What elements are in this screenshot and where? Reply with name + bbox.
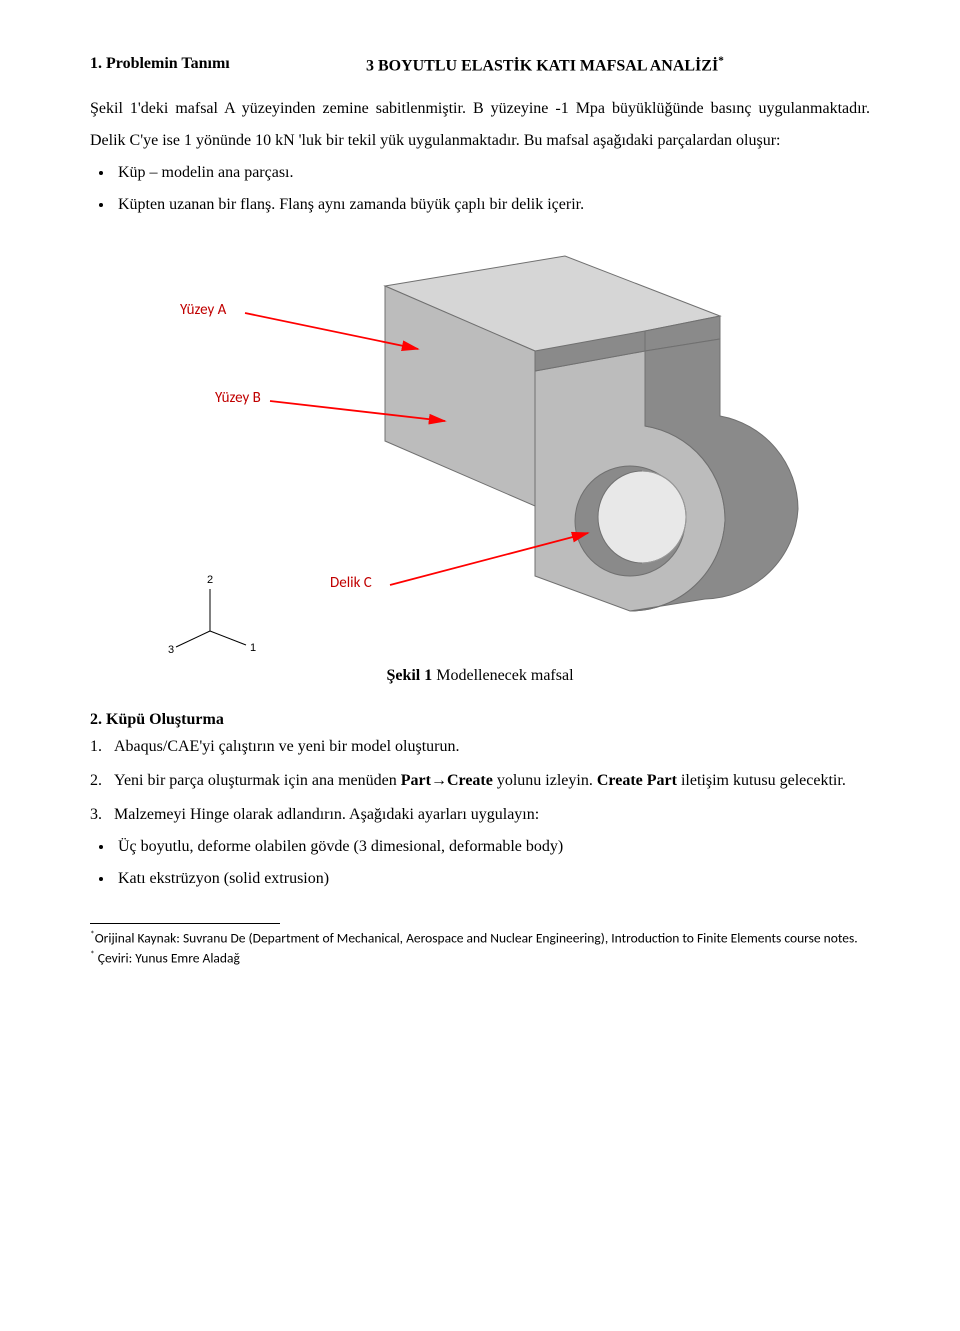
step-3: 3. Malzemeyi Hinge olarak adlandırın. Aş…: [90, 799, 870, 831]
step-1: 1. Abaqus/CAE'yi çalıştırın ve yeni bir …: [90, 731, 870, 763]
bullet-list-2: Üç boyutlu, deforme olabilen gövde (3 di…: [114, 831, 870, 895]
triad-label-2: 2: [207, 574, 213, 586]
step-1-text: Abaqus/CAE'yi çalıştırın ve yeni bir mod…: [114, 738, 460, 755]
title-sup: *: [718, 55, 724, 67]
figure-1-caption-rest: Modellenecek mafsal: [432, 667, 573, 684]
footnote-separator: [90, 923, 280, 924]
list-item: Küpten uzanan bir flanş. Flanş aynı zama…: [114, 189, 870, 221]
label-delik-c: Delik C: [330, 574, 372, 592]
step-1-prefix: 1.: [90, 738, 102, 755]
label-yuzey-b: Yüzey B: [215, 389, 261, 407]
step-3-prefix: 3.: [90, 806, 102, 823]
page-title: 3 BOYUTLU ELASTİK KATI MAFSAL ANALİZİ*: [220, 55, 870, 75]
page: 1. Problemin Tanımı 3 BOYUTLU ELASTİK KA…: [0, 0, 960, 1331]
label-yuzey-a: Yüzey A: [180, 301, 226, 319]
hinge-solid: [385, 256, 798, 611]
section2-heading: 2. Küpü Oluşturma: [90, 711, 870, 729]
footnote-2: * Çeviri: Yunus Emre Aladağ: [90, 948, 870, 968]
step-2-prefix: 2.: [90, 772, 102, 789]
list-item: Katı ekstrüzyon (solid extrusion): [114, 863, 870, 895]
figure-1-caption-prefix: Şekil 1: [386, 667, 432, 684]
bullet-list-1: Küp – modelin ana parçası. Küpten uzanan…: [114, 157, 870, 221]
title-row: 1. Problemin Tanımı 3 BOYUTLU ELASTİK KA…: [90, 55, 870, 75]
triad-label-3: 3: [168, 644, 174, 656]
figure-1-caption: Şekil 1 Modellenecek mafsal: [90, 667, 870, 685]
step-2-text: Yeni bir parça oluşturmak için ana menüd…: [114, 772, 846, 789]
footnote-1: *Orijinal Kaynak: Suvranu De (Department…: [90, 928, 870, 948]
triad-label-1: 1: [250, 642, 256, 654]
step-2: 2. Yeni bir parça oluşturmak için ana me…: [90, 765, 870, 797]
paragraph-1: Şekil 1'deki mafsal A yüzeyinden zemine …: [90, 93, 870, 157]
list-item: Küp – modelin ana parçası.: [114, 157, 870, 189]
coord-triad: [176, 589, 246, 647]
section1-heading: 1. Problemin Tanımı: [90, 55, 230, 73]
footnote-2-text: Çeviri: Yunus Emre Aladağ: [95, 950, 240, 967]
figure-1: 2 1 3 Yüzey A Yüzey B Delik C: [90, 231, 870, 661]
list-item: Üç boyutlu, deforme olabilen gövde (3 di…: [114, 831, 870, 863]
figure-1-svg: 2 1 3: [90, 231, 870, 661]
page-title-text: 3 BOYUTLU ELASTİK KATI MAFSAL ANALİZİ: [366, 57, 718, 74]
step-3-text: Malzemeyi Hinge olarak adlandırın. Aşağı…: [114, 806, 539, 823]
footnote-1-text: Orijinal Kaynak: Suvranu De (Department …: [95, 930, 858, 947]
